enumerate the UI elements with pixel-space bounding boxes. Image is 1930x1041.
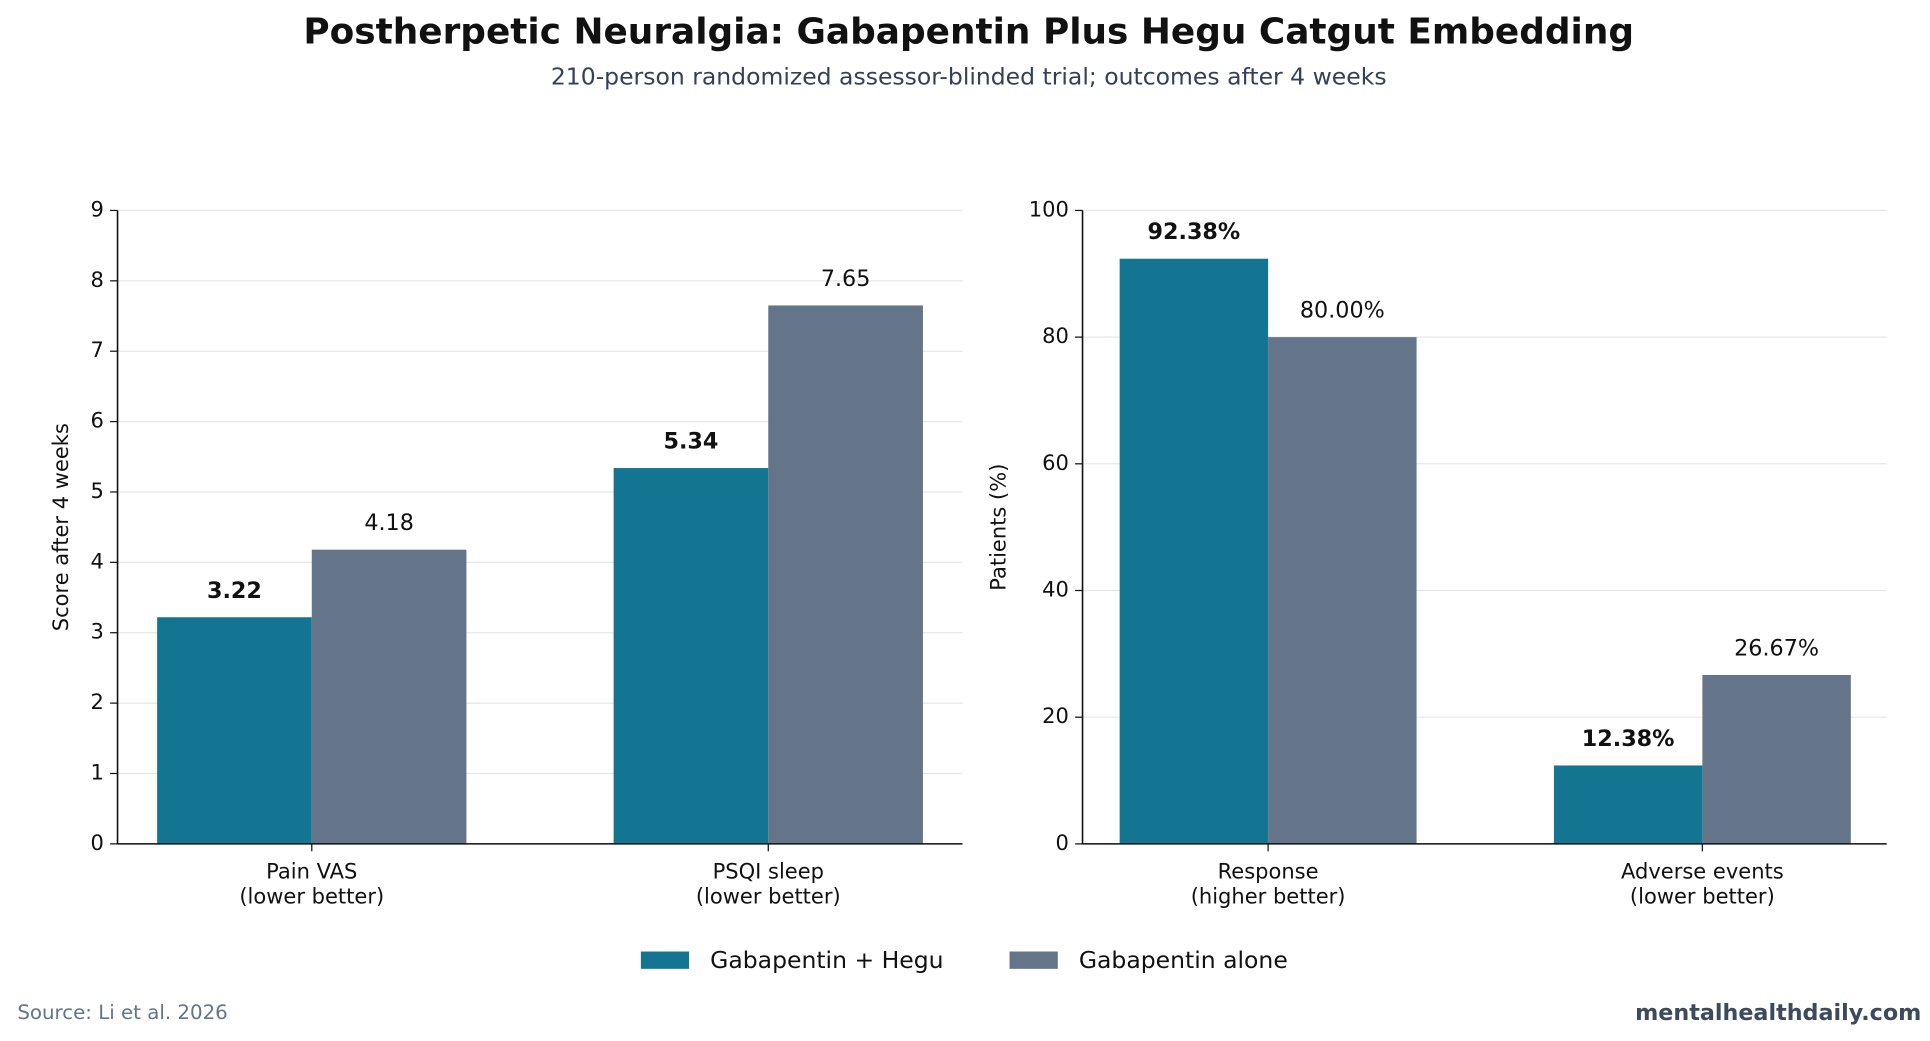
y-tick-label: 5 xyxy=(91,478,104,503)
y-tick-label: 3 xyxy=(91,619,104,644)
y-axis-label: Score after 4 weeks xyxy=(48,423,73,631)
y-tick-label: 20 xyxy=(1042,703,1069,728)
chart-subtitle: 210-person randomized assessor-blinded t… xyxy=(551,63,1387,91)
bar xyxy=(768,305,923,844)
value-label: 7.65 xyxy=(821,266,871,292)
bar xyxy=(613,468,769,844)
y-tick-label: 100 xyxy=(1029,196,1069,221)
y-tick-label: 0 xyxy=(1056,830,1069,855)
y-tick-label: 7 xyxy=(91,337,104,362)
value-label: 80.00% xyxy=(1300,298,1385,324)
value-label: 5.34 xyxy=(664,429,719,455)
bar xyxy=(1553,765,1703,844)
x-tick-label: Response (higher better) xyxy=(1191,858,1346,908)
legend-swatch xyxy=(640,951,690,969)
value-label: 3.22 xyxy=(207,578,262,604)
chart-title: Postherpetic Neuralgia: Gabapentin Plus … xyxy=(303,12,1634,53)
y-tick-label: 0 xyxy=(91,830,104,855)
value-label: 26.67% xyxy=(1734,635,1819,661)
bar xyxy=(157,617,312,844)
source: Source: Li et al. 2026 xyxy=(17,1001,227,1024)
value-label: 4.18 xyxy=(364,510,414,536)
y-tick-label: 1 xyxy=(91,759,104,784)
y-tick-label: 6 xyxy=(91,408,104,433)
x-tick-label: Pain VAS (lower better) xyxy=(239,858,384,908)
x-tick-label: Adverse events (lower better) xyxy=(1621,858,1784,908)
y-tick-label: 80 xyxy=(1042,323,1069,348)
legend-label: Gabapentin + Hegu xyxy=(710,946,943,974)
y-tick-label: 4 xyxy=(91,548,104,573)
value-label: 12.38% xyxy=(1582,726,1675,752)
bar xyxy=(1268,337,1417,844)
x-tick-label: PSQI sleep (lower better) xyxy=(696,858,841,908)
y-axis-label: Patients (%) xyxy=(986,464,1011,591)
legend-swatch xyxy=(1009,951,1058,969)
value-label: 92.38% xyxy=(1148,219,1241,245)
y-tick-label: 60 xyxy=(1042,450,1069,475)
y-tick-label: 8 xyxy=(91,267,104,292)
brand: mentalhealthdaily.com xyxy=(1635,1000,1921,1026)
bar xyxy=(311,549,467,844)
y-tick-label: 40 xyxy=(1042,577,1069,602)
y-tick-label: 2 xyxy=(91,689,104,714)
bar xyxy=(1119,258,1269,844)
bar xyxy=(1702,674,1851,844)
legend-label: Gabapentin alone xyxy=(1079,946,1288,974)
y-tick-label: 9 xyxy=(91,196,104,221)
